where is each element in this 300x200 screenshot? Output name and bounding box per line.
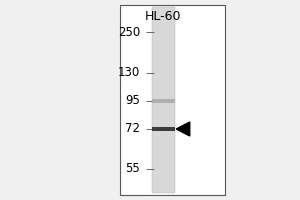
Bar <box>152 7 175 193</box>
Bar <box>152 99 175 103</box>
Text: 95: 95 <box>125 95 140 108</box>
Text: 72: 72 <box>125 122 140 136</box>
Text: HL-60: HL-60 <box>145 10 182 23</box>
Text: 250: 250 <box>118 25 140 38</box>
Bar <box>152 127 175 131</box>
Text: 55: 55 <box>125 162 140 176</box>
Bar <box>120 5 225 195</box>
Text: 130: 130 <box>118 66 140 79</box>
Polygon shape <box>176 122 190 136</box>
